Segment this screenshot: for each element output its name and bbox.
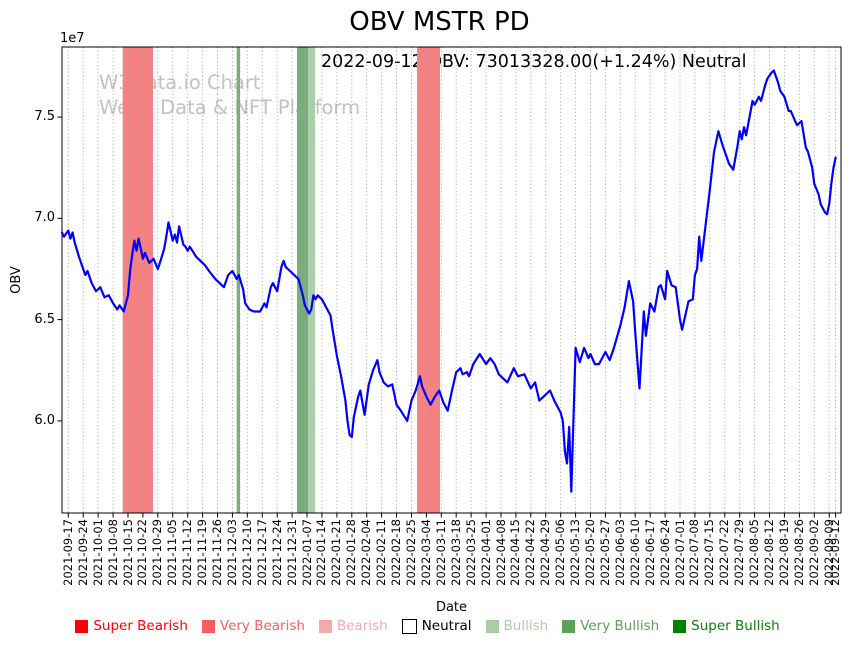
- x-tick-label: 2022-01-28: [344, 519, 359, 586]
- y-axis-offset-label: 1e7: [60, 31, 85, 46]
- x-tick-label: 2022-06-03: [612, 519, 627, 586]
- x-tick-label: 2021-11-19: [195, 519, 210, 586]
- x-tick-label: 2022-04-29: [538, 519, 553, 586]
- x-tick-label: 2022-05-06: [553, 519, 568, 586]
- x-tick-label: 2021-10-29: [150, 519, 165, 586]
- legend-label: Super Bullish: [691, 618, 780, 634]
- x-tick-label: 2022-02-11: [374, 519, 389, 586]
- x-tick-label: 2022-05-20: [583, 519, 597, 586]
- x-tick-label: 2022-08-19: [776, 519, 791, 586]
- x-tick-label: 2022-01-14: [314, 519, 329, 586]
- legend-swatch: [485, 619, 499, 633]
- legend-label: Very Bullish: [580, 618, 660, 634]
- obv-line: [60, 69, 837, 493]
- x-tick-label: 2022-03-25: [463, 519, 478, 586]
- x-tick-label: 2021-12-10: [239, 519, 254, 586]
- x-tick-label: 2021-12-24: [269, 519, 284, 586]
- x-axis-label: Date: [435, 600, 468, 615]
- signal-band-very-bullish: [236, 47, 241, 513]
- x-tick-label: 2022-09-02: [806, 519, 821, 586]
- legend-item-super-bullish: Super Bullish: [673, 618, 780, 634]
- x-tick-label: 2022-01-07: [299, 519, 314, 586]
- x-tick-label: 2021-10-22: [135, 519, 150, 586]
- x-tick-label: 2021-09-17: [60, 519, 75, 586]
- x-tick-label: 2021-10-08: [105, 519, 120, 586]
- legend: Super Bearish Very Bearish Bearish Neutral B…: [0, 618, 855, 634]
- x-tick-label: 2022-06-24: [657, 519, 672, 586]
- x-tick-label: 2022-07-22: [717, 519, 732, 586]
- legend-item-bullish: Bullish: [485, 618, 549, 634]
- y-tick-label: 6.0: [34, 412, 55, 428]
- x-tick-label: 2021-12-17: [254, 519, 269, 586]
- x-tick-label: 2022-04-08: [493, 519, 508, 586]
- x-tick-label: 2022-03-18: [448, 519, 463, 586]
- x-tick-label: 2022-04-15: [508, 519, 523, 586]
- legend-swatch: [318, 619, 332, 633]
- watermark-line2: Web3 Data & NFT Platform: [99, 96, 361, 119]
- legend-label: Very Bearish: [219, 618, 305, 634]
- legend-item-very-bullish: Very Bullish: [562, 618, 659, 634]
- chart-title: OBV MSTR PD: [349, 7, 530, 37]
- x-tick-label: 2022-03-04: [418, 519, 433, 586]
- y-axis-label: OBV: [9, 266, 24, 294]
- signal-band-very-bearish: [417, 47, 440, 513]
- y-tick-label: 7.0: [34, 210, 55, 226]
- signal-band-very-bullish: [297, 47, 309, 513]
- x-tick-label: 2021-12-31: [284, 519, 299, 586]
- axes-spines: [61, 46, 842, 514]
- x-tick-label: 2021-11-05: [165, 519, 180, 586]
- x-tick-label: 2022-08-26: [791, 519, 806, 586]
- signal-band-very-bearish: [122, 47, 153, 513]
- x-tick-label: 2022-04-01: [478, 519, 493, 586]
- y-tick-label: 7.5: [34, 109, 55, 125]
- legend-item-bearish: Bearish: [318, 618, 388, 634]
- legend-label: Neutral: [421, 618, 472, 634]
- x-tick-label: 2022-03-11: [433, 519, 448, 586]
- x-tick-label: 2022-07-29: [732, 519, 747, 586]
- legend-item-super-bearish: Super Bearish: [75, 618, 188, 634]
- x-tick-label: 2022-02-18: [389, 519, 403, 586]
- x-tick-label: 2022-05-27: [597, 519, 612, 586]
- y-tick-label: 6.5: [34, 311, 55, 327]
- x-tick-label: 2021-10-01: [90, 519, 105, 586]
- x-tick-label: 2022-07-15: [702, 519, 717, 586]
- x-tick-label: 2021-12-03: [224, 519, 239, 586]
- legend-swatch: [673, 619, 687, 633]
- x-tick-label: 2022-07-01: [672, 519, 687, 586]
- legend-swatch: [401, 618, 417, 634]
- x-tick-label: 2022-06-10: [627, 519, 642, 586]
- legend-label: Bullish: [503, 618, 549, 634]
- x-tick-label: 2021-11-12: [180, 519, 195, 586]
- legend-swatch: [75, 619, 89, 633]
- x-tick-label: 2022-08-12: [762, 519, 776, 586]
- x-tick-label: 2022-07-08: [687, 519, 702, 586]
- x-tick-label: 2022-01-21: [329, 519, 344, 586]
- x-tick-label: 2021-10-15: [120, 519, 135, 586]
- x-tick-label: 2022-05-13: [568, 519, 583, 586]
- legend-item-very-bearish: Very Bearish: [201, 618, 305, 634]
- x-tick-label: 2022-02-04: [359, 519, 374, 586]
- x-tick-label: 2021-09-24: [75, 519, 90, 586]
- signal-band-bullish: [308, 47, 316, 513]
- legend-label: Bearish: [336, 618, 388, 634]
- x-tick-label: 2022-09-12: [828, 519, 843, 586]
- legend-swatch: [562, 619, 576, 633]
- legend-item-neutral: Neutral: [401, 618, 472, 634]
- x-tick-label: 2022-02-25: [404, 519, 418, 586]
- legend-label: Super Bearish: [93, 618, 188, 634]
- x-tick-label: 2022-04-22: [523, 519, 538, 586]
- x-tick-label: 2021-11-26: [210, 519, 224, 586]
- x-tick-label: 2022-06-17: [642, 519, 657, 586]
- x-tick-label: 2022-08-05: [747, 519, 762, 586]
- legend-swatch: [201, 619, 215, 633]
